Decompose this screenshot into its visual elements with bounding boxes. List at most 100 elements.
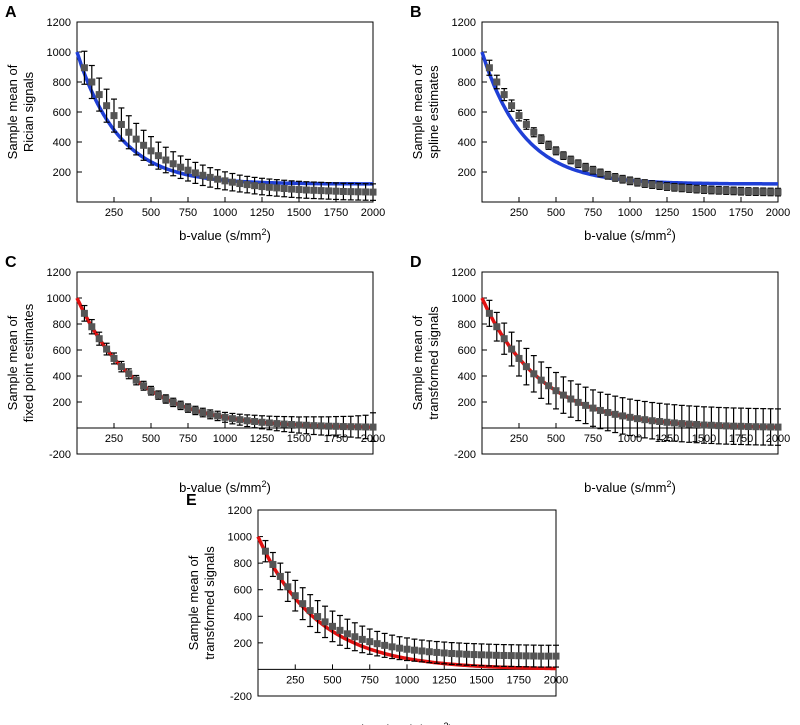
x-tick-label: 1750 <box>324 207 348 219</box>
data-point <box>767 188 775 196</box>
data-point <box>88 323 96 331</box>
y-axis-title-line: transformed signals <box>202 546 217 660</box>
data-point <box>463 650 471 658</box>
data-point <box>596 169 604 177</box>
data-point <box>321 618 329 626</box>
x-tick-label: 2000 <box>544 674 568 686</box>
x-axis-title-superscript: 2 <box>444 721 449 725</box>
y-tick-label: -200 <box>454 449 476 461</box>
y-tick-label: 1200 <box>47 267 71 279</box>
x-tick-label: 1250 <box>432 674 456 686</box>
data-point <box>362 188 370 196</box>
x-axis-title-end: ) <box>267 228 271 243</box>
data-point <box>265 183 273 191</box>
data-point <box>693 185 701 193</box>
x-tick-label: 750 <box>584 433 602 445</box>
data-point <box>403 645 411 653</box>
x-tick-label: 1000 <box>395 674 419 686</box>
y-tick-label: 600 <box>53 107 71 119</box>
data-point <box>537 652 545 660</box>
data-point <box>199 171 207 179</box>
data-point <box>184 166 192 174</box>
data-point <box>302 186 310 194</box>
data-point <box>258 418 266 426</box>
data-point <box>214 412 222 420</box>
data-point <box>169 160 177 168</box>
data-point <box>184 404 192 412</box>
y-tick-label: 800 <box>234 558 252 570</box>
data-point <box>559 391 567 399</box>
data-point <box>619 412 627 420</box>
data-point <box>288 185 296 193</box>
x-tick-label: 2000 <box>361 207 385 219</box>
data-point <box>485 651 493 659</box>
data-point <box>177 401 185 409</box>
y-tick-label: 1200 <box>228 505 252 517</box>
x-axis-title-superscript: 2 <box>262 227 267 237</box>
data-point <box>500 91 508 99</box>
data-point <box>508 345 516 353</box>
x-tick-label: 750 <box>584 207 602 219</box>
data-point <box>362 423 370 431</box>
data-point <box>162 395 170 403</box>
data-point <box>485 64 493 72</box>
data-point <box>140 141 148 149</box>
data-point <box>80 64 88 72</box>
data-point <box>206 410 214 418</box>
data-point <box>545 141 553 149</box>
data-point <box>147 387 155 395</box>
y-tick-label: 1000 <box>452 293 476 305</box>
x-tick-label: 1500 <box>692 207 716 219</box>
data-point <box>191 406 199 414</box>
data-point <box>604 409 612 417</box>
x-tick-label: 1250 <box>655 207 679 219</box>
data-point <box>440 649 448 657</box>
data-point <box>611 410 619 418</box>
data-point <box>559 152 567 160</box>
data-point <box>221 177 229 185</box>
data-point <box>596 406 604 414</box>
data-point <box>95 335 103 343</box>
data-point <box>759 188 767 196</box>
data-point <box>117 120 125 128</box>
x-tick-label: 1500 <box>287 207 311 219</box>
x-axis-title-text: b-value (s/mm <box>584 228 666 243</box>
data-point <box>125 128 133 136</box>
data-point <box>455 650 463 658</box>
data-point <box>329 622 336 630</box>
y-axis-title-line: Sample mean of <box>5 64 20 159</box>
x-axis-title-end: ) <box>449 722 453 725</box>
x-tick-label: 500 <box>142 207 160 219</box>
panel-letter: E <box>186 492 197 509</box>
x-tick-label: 2000 <box>766 207 790 219</box>
x-axis-title-text: b-value (s/mm <box>179 480 261 495</box>
y-tick-label: 800 <box>458 319 476 331</box>
data-point <box>611 173 619 181</box>
data-point <box>522 363 530 371</box>
data-point <box>103 102 111 110</box>
data-point <box>774 423 782 431</box>
x-tick-label: 500 <box>547 207 565 219</box>
y-tick-label: 600 <box>458 107 476 119</box>
data-point <box>325 187 333 195</box>
data-point <box>206 173 214 181</box>
data-point <box>236 180 244 188</box>
data-point <box>295 421 303 429</box>
x-tick-label: 250 <box>510 433 528 445</box>
data-point <box>582 401 590 409</box>
data-point <box>759 423 767 431</box>
data-point <box>243 181 251 189</box>
y-axis-title-line: Sample mean of <box>5 315 20 410</box>
x-tick-label: 750 <box>179 433 197 445</box>
panel-letter: C <box>5 254 17 271</box>
x-tick-label: 1000 <box>213 433 237 445</box>
data-point <box>744 423 752 431</box>
x-tick-label: 1750 <box>507 674 531 686</box>
data-point <box>730 422 738 430</box>
data-point <box>339 423 347 431</box>
x-tick-label: 1500 <box>287 433 311 445</box>
data-point <box>154 391 162 399</box>
x-tick-label: 250 <box>510 207 528 219</box>
